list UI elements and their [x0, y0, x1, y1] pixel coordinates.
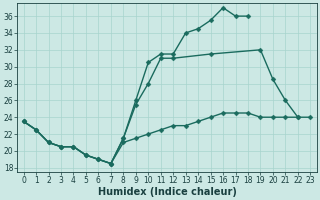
X-axis label: Humidex (Indice chaleur): Humidex (Indice chaleur) [98, 187, 236, 197]
